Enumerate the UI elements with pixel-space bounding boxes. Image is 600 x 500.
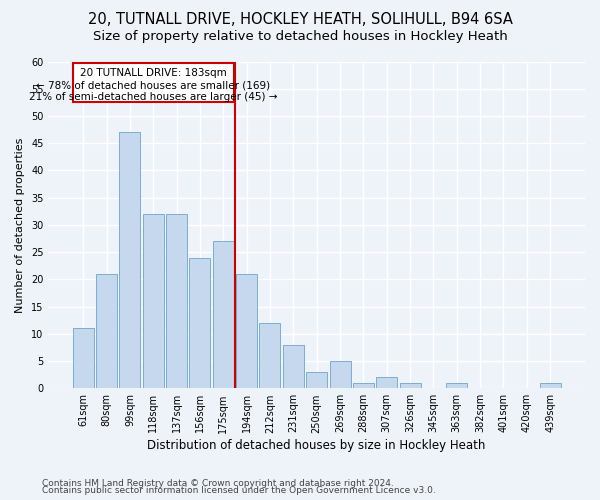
Bar [353, 383, 374, 388]
Bar [143, 214, 164, 388]
Y-axis label: Number of detached properties: Number of detached properties [16, 137, 25, 312]
Bar [306, 372, 327, 388]
Bar [166, 214, 187, 388]
Text: 20 TUTNALL DRIVE: 183sqm: 20 TUTNALL DRIVE: 183sqm [80, 68, 227, 78]
Bar [73, 62, 234, 102]
Text: ← 78% of detached houses are smaller (169): ← 78% of detached houses are smaller (16… [36, 80, 271, 90]
Bar [329, 361, 350, 388]
Bar [190, 258, 211, 388]
Text: 20, TUTNALL DRIVE, HOCKLEY HEATH, SOLIHULL, B94 6SA: 20, TUTNALL DRIVE, HOCKLEY HEATH, SOLIHU… [88, 12, 512, 28]
Bar [376, 378, 397, 388]
Bar [96, 274, 117, 388]
Bar [539, 383, 560, 388]
Bar [400, 383, 421, 388]
X-axis label: Distribution of detached houses by size in Hockley Heath: Distribution of detached houses by size … [148, 440, 486, 452]
Text: Contains HM Land Registry data © Crown copyright and database right 2024.: Contains HM Land Registry data © Crown c… [42, 478, 394, 488]
Bar [446, 383, 467, 388]
Bar [283, 344, 304, 389]
Bar [259, 323, 280, 388]
Bar [119, 132, 140, 388]
Text: Size of property relative to detached houses in Hockley Heath: Size of property relative to detached ho… [92, 30, 508, 43]
Bar [236, 274, 257, 388]
Bar [213, 242, 234, 388]
Text: 21% of semi-detached houses are larger (45) →: 21% of semi-detached houses are larger (… [29, 92, 278, 102]
Bar [73, 328, 94, 388]
Text: Contains public sector information licensed under the Open Government Licence v3: Contains public sector information licen… [42, 486, 436, 495]
